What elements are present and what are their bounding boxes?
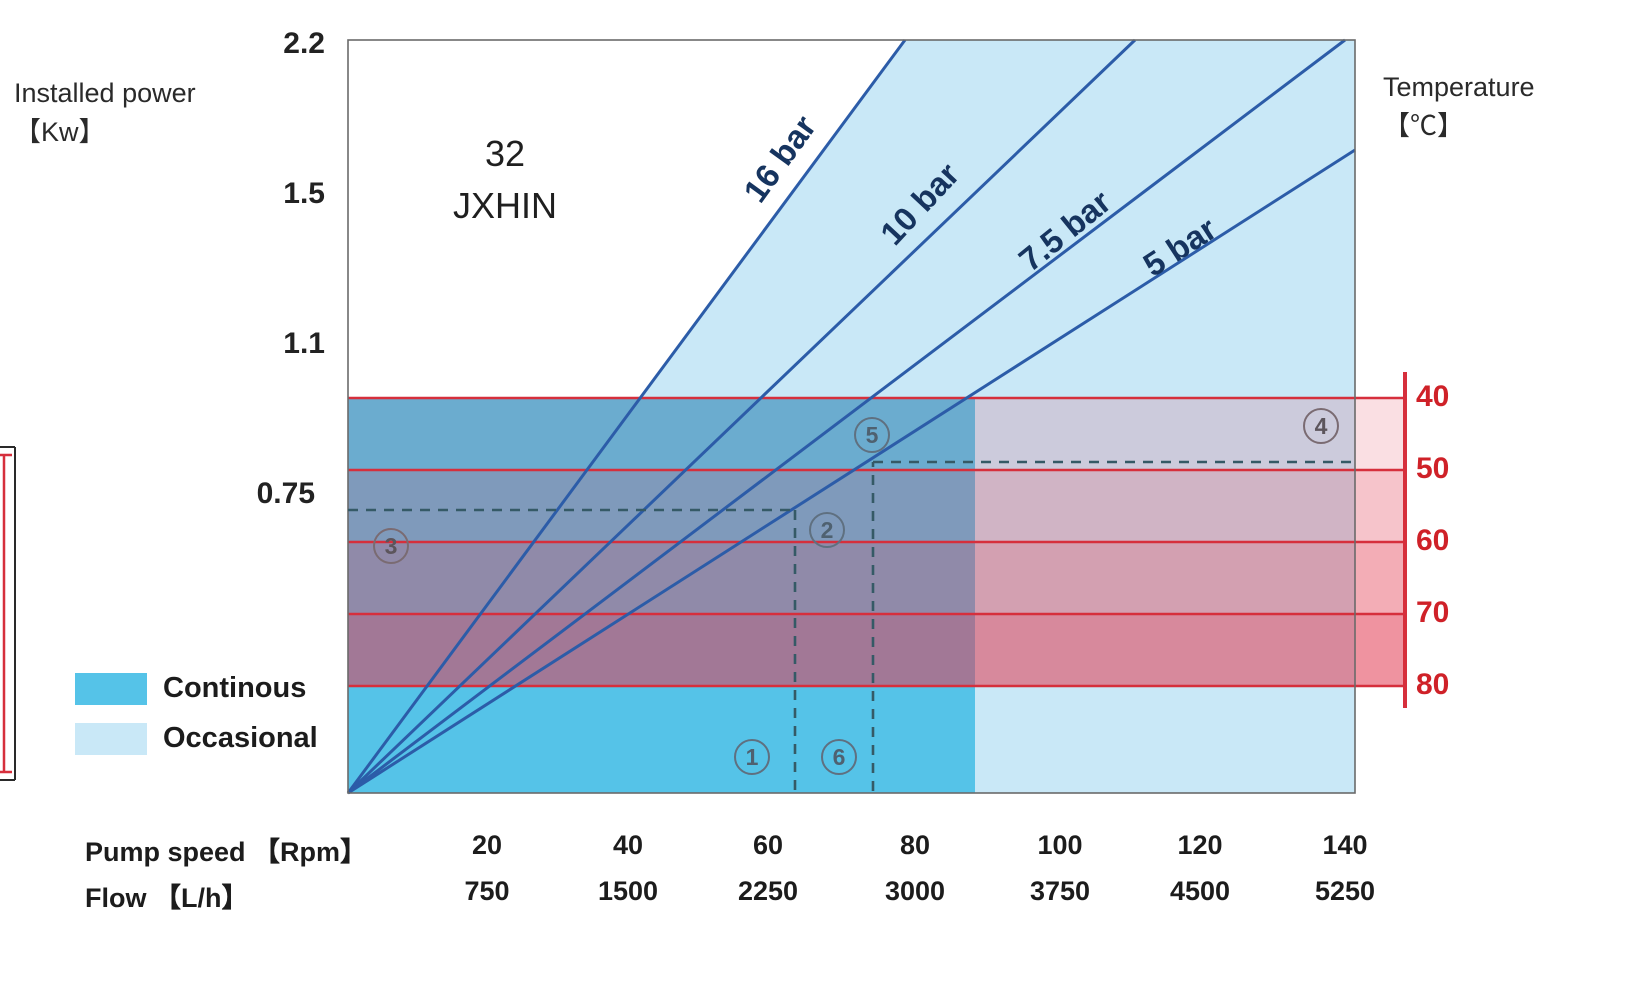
marker-4: 4 (1303, 408, 1339, 444)
pressure-line-16bar (346, 39, 907, 794)
marker-3: 3 (373, 528, 409, 564)
temp-tick-60: 60 (1416, 524, 1450, 557)
x-speed-tick-100: 100 (1037, 830, 1083, 860)
x-flow-tick-2250: 2250 (737, 876, 799, 906)
y-tick-1-5: 1.5 (283, 177, 325, 210)
temperature-lines (348, 396, 1405, 688)
y-tick-0-75: 0.75 (256, 477, 315, 510)
pressure-line-5bar (347, 148, 1356, 795)
svg-text:6: 6 (833, 744, 846, 770)
y-axis-title-line1: Installed power (14, 78, 196, 108)
pressure-line-10bar (346, 38, 1137, 795)
svg-text:3: 3 (385, 533, 398, 559)
x-speed-tick-140: 140 (1322, 830, 1368, 860)
legend-continuous: Continous (75, 672, 306, 705)
svg-text:2: 2 (821, 517, 834, 543)
temp-tick-40: 40 (1416, 380, 1450, 413)
marker-6: 6 (821, 739, 857, 775)
temp-axis-title-line2: 【℃】 (1383, 111, 1464, 142)
legend-swatch-occasional (75, 722, 147, 755)
pressure-lines (346, 38, 1356, 795)
legend-label-occasional: Occasional (163, 722, 318, 754)
x-flow-tick-5250: 5250 (1314, 876, 1376, 906)
chart-title-line1: 32 (484, 133, 526, 174)
x-speed-tick-40: 40 (612, 830, 644, 860)
x-flow-tick-3000: 3000 (884, 876, 946, 906)
temp-tick-70: 70 (1416, 596, 1450, 629)
x-flow-tick-3750: 3750 (1029, 876, 1091, 906)
x-speed-tick-120: 120 (1177, 830, 1223, 860)
marker-5: 5 (854, 417, 890, 453)
temp-tick-80: 80 (1416, 668, 1450, 701)
svg-text:5: 5 (866, 422, 879, 448)
legend-label-continuous: Continous (163, 672, 307, 704)
marker-2: 2 (809, 512, 845, 548)
x-flow-tick-750: 750 (464, 876, 510, 906)
x-axis-flow-label: Flow 【L/h】 (85, 883, 249, 913)
temp-axis-title-line1: Temperature (1383, 72, 1535, 102)
x-speed-tick-20: 20 (471, 830, 503, 860)
y-axis-title-line2: 【Kw】 (14, 117, 106, 148)
x-axis-speed-label: Pump speed 【Rpm】 (85, 837, 368, 867)
y-axis-title: Installed power 【Kw】 (14, 74, 196, 152)
y-tick-1-1: 1.1 (283, 327, 325, 360)
chart-title-line2: JXHIN (452, 185, 557, 227)
x-flow-tick-1500: 1500 (597, 876, 659, 906)
temp-tick-50: 50 (1416, 452, 1450, 485)
x-flow-tick-4500: 4500 (1169, 876, 1231, 906)
legend-swatch-continuous (75, 672, 147, 705)
x-speed-tick-60: 60 (752, 830, 784, 860)
dashed-guides (348, 460, 1352, 791)
pressure-line-7-5bar (347, 38, 1346, 795)
svg-text:4: 4 (1315, 413, 1328, 439)
plot-border (347, 39, 1356, 794)
y-tick-2-2: 2.2 (283, 27, 325, 60)
svg-text:1: 1 (746, 744, 759, 770)
chart-title: 32 JXHIN (420, 128, 590, 232)
marker-1: 1 (734, 739, 770, 775)
temp-axis-title: Temperature 【℃】 (1383, 68, 1535, 146)
circled-markers: 1 2 3 4 5 6 (373, 408, 1339, 775)
x-speed-tick-80: 80 (899, 830, 931, 860)
left-edge-artifact (0, 446, 16, 781)
legend-occasional: Occasional (75, 722, 318, 755)
